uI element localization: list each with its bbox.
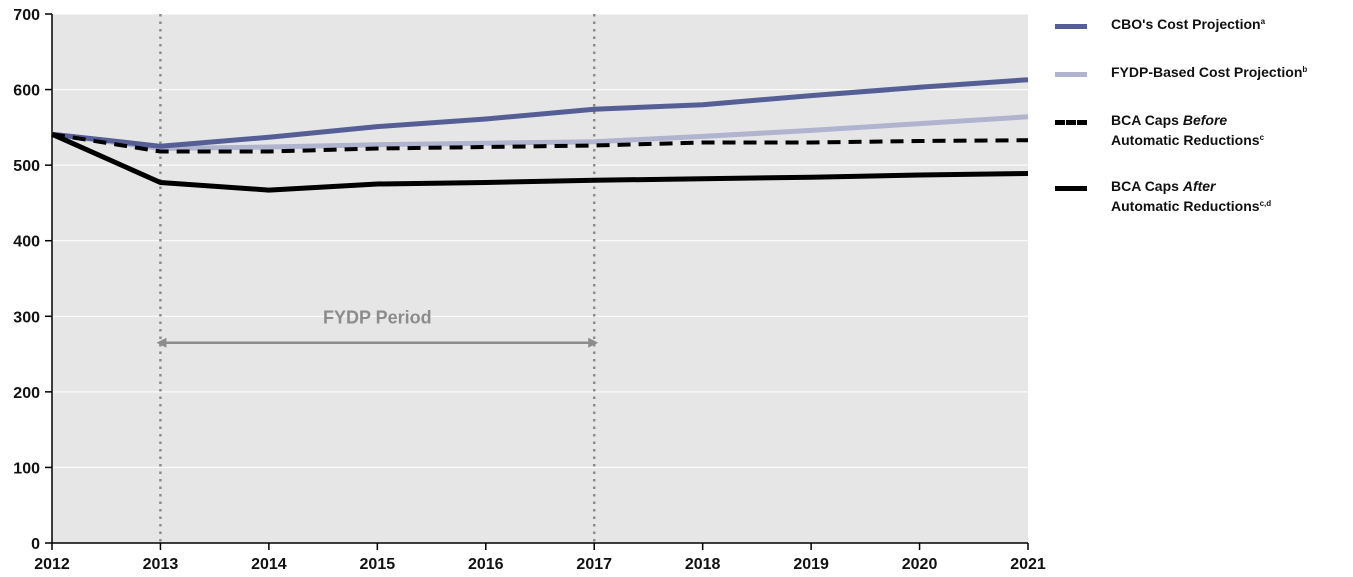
legend-label-fydp: FYDP-Based Cost Projection (1111, 64, 1303, 80)
annotation-label: FYDP Period (323, 307, 432, 327)
series-line-bca-before (51, 132, 1029, 154)
series-line-cbo (51, 77, 1029, 149)
y-tick-label-200: 200 (13, 385, 40, 402)
legend-footnote-bca-before: c (1259, 133, 1265, 142)
legend-swatch-bca-after (1055, 186, 1087, 191)
legend-label-bca-before-line2: Automatic Reductionsc (1111, 130, 1345, 150)
legend-swatch-bca-before (1055, 120, 1087, 125)
legend-label-bca-after-emphasis: After (1182, 178, 1216, 194)
x-tick-label-2017: 2017 (576, 556, 612, 573)
x-tick-label-2016: 2016 (468, 556, 504, 573)
x-tick-label-2014: 2014 (251, 556, 287, 573)
legend-item-fydp: FYDP-Based Cost Projectionb (1055, 62, 1345, 82)
legend-footnote-cbo: a (1260, 17, 1266, 26)
legend-swatch-cbo (1055, 24, 1087, 29)
legend-label-bca-before-suffix: Automatic Reductions (1111, 132, 1260, 148)
legend-label-bca-before-prefix: BCA Caps (1111, 112, 1183, 128)
x-tick-label-2015: 2015 (360, 556, 396, 573)
legend-swatch-fydp (1055, 72, 1087, 77)
plot-area (52, 14, 1028, 543)
legend-label-bca-before-emphasis: Before (1182, 112, 1228, 128)
legend-item-bca-after: BCA Caps After Automatic Reductionsc,d (1055, 176, 1345, 216)
legend: CBO's Cost Projectiona FYDP-Based Cost P… (1055, 14, 1345, 242)
y-tick-label-100: 100 (13, 460, 40, 477)
legend-item-cbo: CBO's Cost Projectiona (1055, 14, 1345, 34)
y-tick-label-500: 500 (13, 158, 40, 175)
x-tick-label-2021: 2021 (1010, 556, 1046, 573)
legend-label-cbo: CBO's Cost Projection (1111, 16, 1261, 32)
series-line-bca-after (50, 131, 1029, 193)
y-tick-label-600: 600 (13, 83, 40, 100)
x-tick-label-2020: 2020 (902, 556, 938, 573)
y-tick-label-700: 700 (13, 7, 40, 24)
y-tick-label-0: 0 (31, 536, 40, 553)
x-tick-label-2012: 2012 (34, 556, 70, 573)
legend-label-bca-after-prefix: BCA Caps (1111, 178, 1183, 194)
y-tick-label-400: 400 (13, 234, 40, 251)
legend-footnote-bca-after: c,d (1259, 199, 1272, 208)
legend-item-bca-before: BCA Caps Before Automatic Reductionsc (1055, 110, 1345, 150)
legend-footnote-fydp: b (1302, 65, 1308, 74)
legend-label-bca-after-line2: Automatic Reductionsc,d (1111, 196, 1345, 216)
y-tick-label-300: 300 (13, 309, 40, 326)
x-tick-label-2013: 2013 (143, 556, 179, 573)
x-tick-label-2019: 2019 (793, 556, 829, 573)
x-tick-label-2018: 2018 (685, 556, 721, 573)
series-line-fydp (51, 114, 1029, 151)
legend-label-bca-after-suffix: Automatic Reductions (1111, 198, 1260, 214)
